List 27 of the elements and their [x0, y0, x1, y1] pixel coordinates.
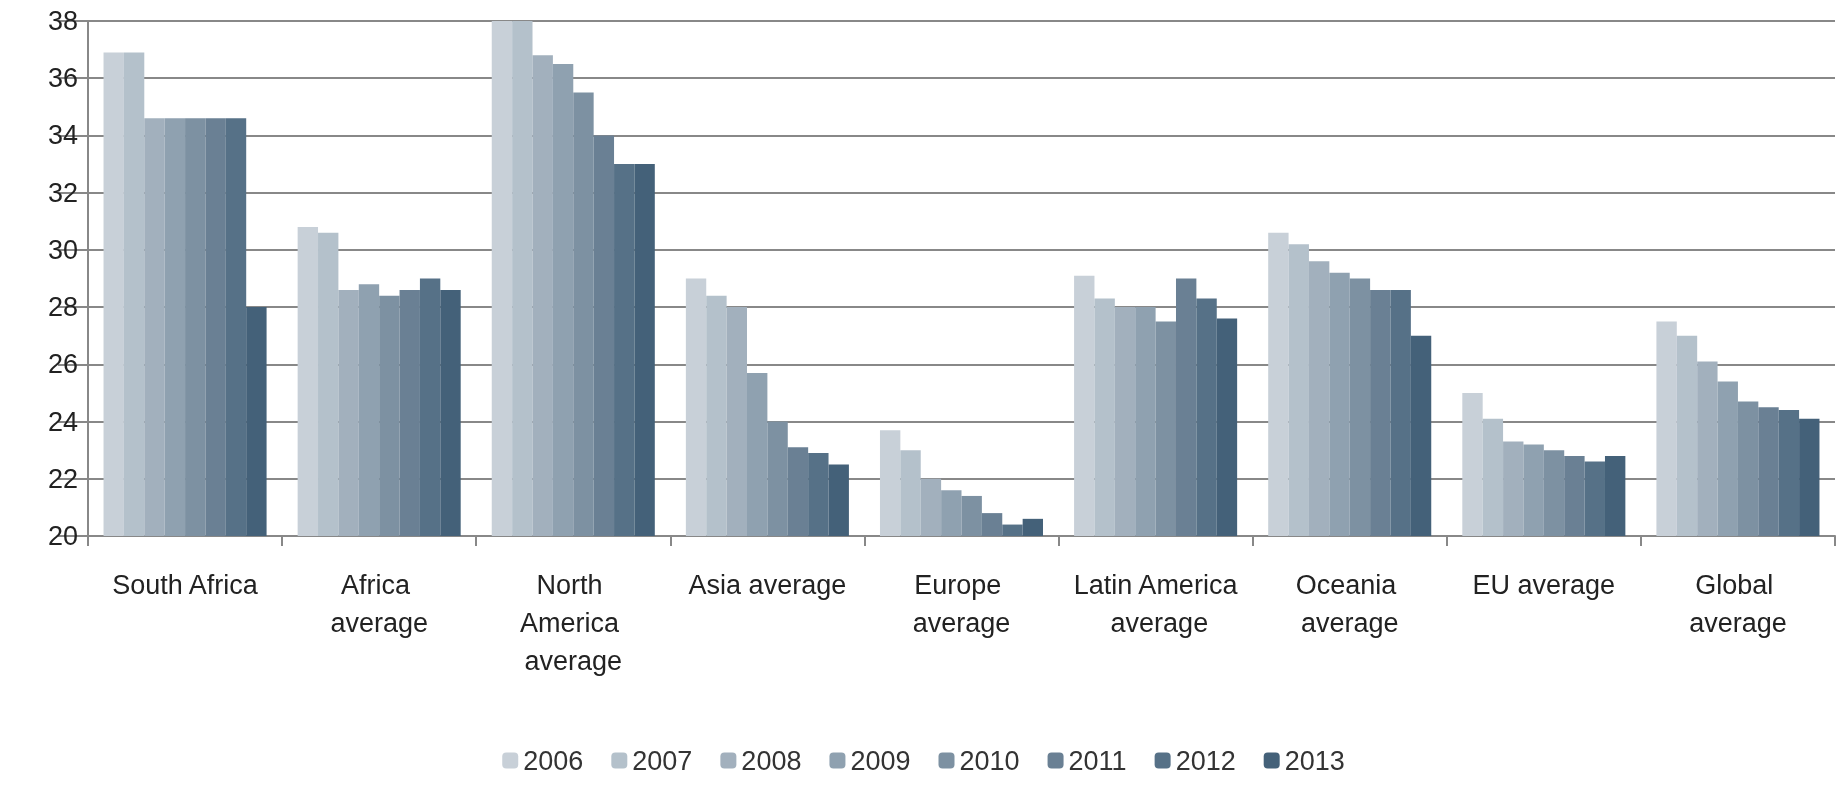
y-tick-label: 30	[47, 234, 78, 265]
legend-label: 2009	[850, 745, 911, 776]
legend-label: 2011	[1068, 745, 1127, 776]
y-tick-label: 26	[47, 349, 78, 380]
legend-label: 2010	[959, 745, 1020, 776]
legend-label: 2007	[632, 745, 693, 776]
x-tick-label: EU average	[1472, 570, 1616, 600]
y-tick-label: 22	[47, 463, 78, 494]
x-tick-label: Europe average	[912, 570, 1011, 638]
x-tick-label: North America average	[520, 570, 627, 676]
x-tick-label: Africa average	[330, 570, 428, 638]
y-tick-label: 38	[47, 6, 78, 36]
legend-label: 2006	[523, 745, 584, 776]
x-tick-label: Global average	[1689, 570, 1787, 638]
x-tick-label: South Africa	[112, 570, 259, 600]
x-tick-label: Latin America average	[1073, 570, 1239, 638]
x-tick-label: Oceania average	[1295, 570, 1404, 638]
legend-label: 2012	[1175, 745, 1236, 776]
y-tick-label: 34	[47, 120, 78, 151]
y-tick-label: 32	[47, 177, 78, 208]
legend-label: 2013	[1284, 745, 1345, 776]
y-tick-label: 20	[47, 521, 78, 551]
y-tick-label: 24	[47, 406, 78, 437]
y-tick-label: 28	[47, 292, 78, 323]
x-tick-label: Asia average	[688, 570, 847, 600]
legend-label: 2008	[741, 745, 802, 776]
y-tick-label: 36	[47, 63, 78, 94]
